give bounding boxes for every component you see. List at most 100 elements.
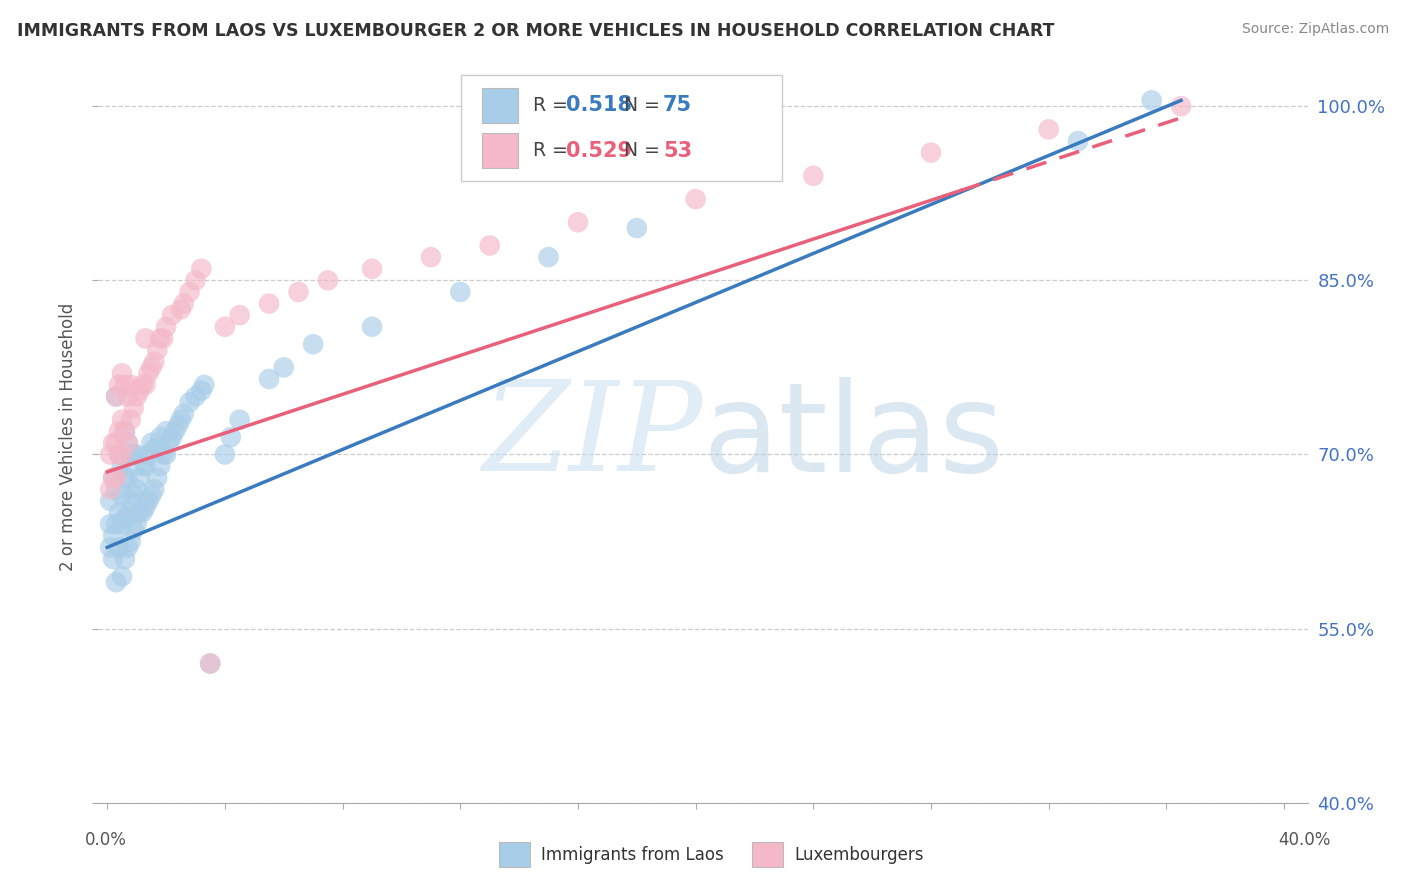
Point — [105, 575, 128, 590]
Point — [101, 436, 124, 450]
Point — [173, 407, 195, 421]
Point — [138, 366, 160, 380]
Point — [98, 541, 121, 555]
Point — [1140, 94, 1163, 108]
Point — [146, 343, 169, 357]
Point — [316, 273, 339, 287]
Point — [134, 331, 156, 345]
Point — [184, 389, 207, 403]
Point — [152, 331, 174, 345]
Point — [114, 424, 136, 438]
Point — [111, 517, 134, 532]
Point — [111, 366, 134, 380]
Point — [134, 500, 156, 514]
Point — [567, 215, 589, 229]
Point — [105, 517, 128, 532]
FancyBboxPatch shape — [461, 75, 782, 181]
Text: Luxembourgers: Luxembourgers — [794, 846, 924, 863]
Point — [108, 448, 131, 462]
Point — [108, 506, 131, 520]
Point — [117, 436, 139, 450]
Point — [114, 552, 136, 566]
Point — [219, 430, 242, 444]
Y-axis label: 2 or more Vehicles in Household: 2 or more Vehicles in Household — [59, 303, 77, 571]
Point — [173, 296, 195, 310]
Point — [190, 384, 212, 398]
FancyBboxPatch shape — [482, 133, 517, 169]
Point — [419, 250, 441, 264]
Point — [149, 331, 172, 345]
Point — [101, 529, 124, 543]
Point — [120, 412, 142, 426]
Point — [685, 192, 707, 206]
Point — [193, 377, 215, 392]
Point — [160, 308, 183, 322]
Point — [120, 534, 142, 549]
Point — [1067, 134, 1090, 148]
Point — [449, 285, 471, 299]
Point — [105, 471, 128, 485]
Point — [125, 389, 148, 403]
Point — [149, 459, 172, 474]
Point — [117, 541, 139, 555]
Point — [257, 372, 280, 386]
Point — [478, 238, 501, 252]
Point — [200, 657, 222, 671]
Point — [626, 221, 648, 235]
Point — [179, 395, 201, 409]
Text: atlas: atlas — [703, 376, 1005, 498]
Point — [108, 424, 131, 438]
Point — [125, 448, 148, 462]
Point — [105, 436, 128, 450]
Point — [149, 430, 172, 444]
Point — [131, 377, 153, 392]
Point — [125, 483, 148, 497]
Point — [1038, 122, 1060, 136]
Point — [134, 377, 156, 392]
Point — [98, 448, 121, 462]
Point — [801, 169, 824, 183]
Point — [157, 436, 180, 450]
Point — [228, 308, 250, 322]
Point — [1170, 99, 1192, 113]
FancyBboxPatch shape — [482, 87, 517, 123]
Point — [131, 506, 153, 520]
Text: R =: R = — [533, 141, 574, 161]
Point — [143, 442, 166, 456]
Point — [138, 494, 160, 508]
Point — [111, 459, 134, 474]
Point — [117, 436, 139, 450]
Point — [108, 448, 131, 462]
Point — [120, 448, 142, 462]
Point — [117, 389, 139, 403]
Point — [122, 488, 145, 502]
Point — [138, 448, 160, 462]
Point — [120, 494, 142, 508]
Point — [155, 319, 177, 334]
Point — [111, 412, 134, 426]
Point — [101, 471, 124, 485]
Point — [134, 459, 156, 474]
Point — [228, 412, 250, 426]
Point — [155, 448, 177, 462]
Point — [160, 430, 183, 444]
Text: R =: R = — [533, 95, 574, 115]
Point — [111, 448, 134, 462]
Point — [101, 552, 124, 566]
Point — [125, 517, 148, 532]
Point — [122, 523, 145, 537]
Text: 0.529: 0.529 — [567, 141, 633, 161]
Point — [214, 319, 236, 334]
Point — [163, 424, 186, 438]
Point — [537, 250, 560, 264]
Point — [122, 401, 145, 415]
Text: ZIP: ZIP — [482, 376, 703, 498]
Point — [141, 360, 163, 375]
Point — [122, 448, 145, 462]
Point — [155, 424, 177, 438]
Text: N =: N = — [624, 141, 666, 161]
Point — [166, 418, 188, 433]
Point — [114, 511, 136, 525]
Point — [128, 384, 150, 398]
Point — [152, 448, 174, 462]
